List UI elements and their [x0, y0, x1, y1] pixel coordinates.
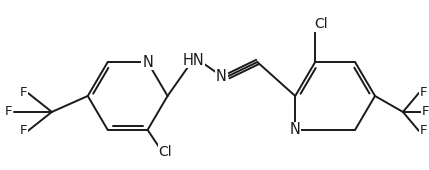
Text: N: N [216, 69, 227, 83]
Text: F: F [420, 87, 428, 99]
Text: N: N [290, 122, 301, 137]
Text: F: F [20, 87, 28, 99]
Text: HN: HN [183, 53, 204, 67]
Text: N: N [142, 55, 153, 70]
Text: Cl: Cl [314, 17, 328, 31]
Text: F: F [422, 105, 429, 118]
Text: F: F [5, 105, 13, 118]
Text: Cl: Cl [159, 145, 172, 159]
Text: F: F [20, 124, 28, 137]
Text: F: F [420, 124, 428, 137]
